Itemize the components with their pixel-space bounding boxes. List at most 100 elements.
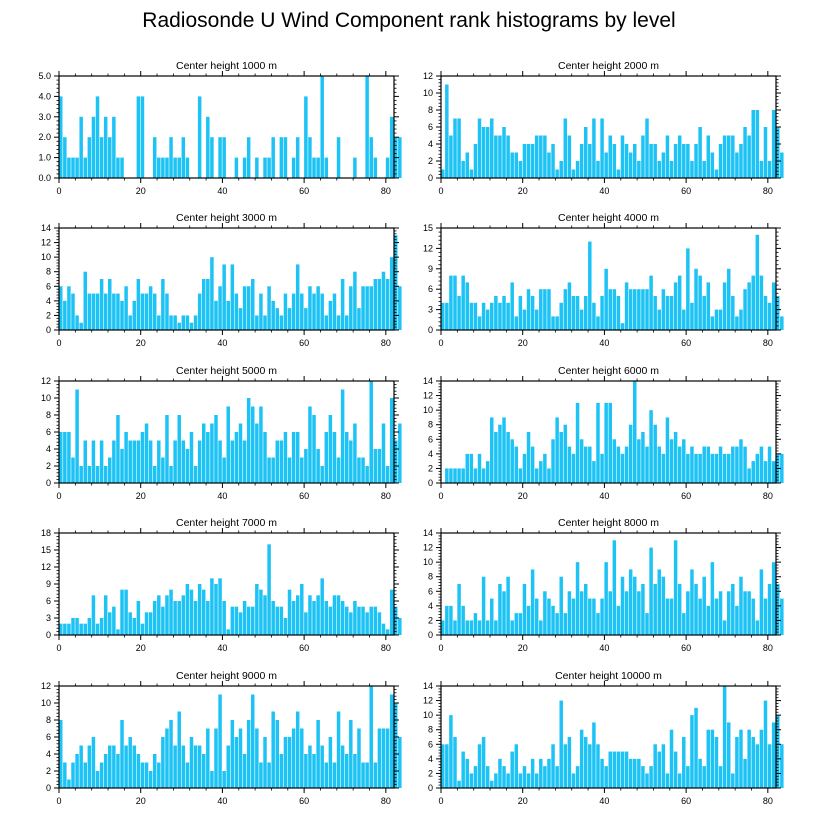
x-tick-label: 40: [599, 796, 609, 806]
y-tick-label: 4.0: [38, 91, 51, 101]
bar: [461, 275, 465, 330]
bar: [633, 576, 637, 635]
bar: [255, 157, 259, 178]
bar: [332, 762, 337, 788]
bar: [506, 302, 510, 330]
bar: [559, 700, 563, 788]
bar: [144, 612, 149, 635]
bar: [473, 468, 478, 483]
bar: [551, 605, 555, 635]
bar: [275, 440, 280, 483]
bar: [530, 446, 535, 483]
bar: [702, 766, 706, 788]
bar: [506, 773, 510, 788]
x-tick-label: 60: [299, 796, 309, 806]
bar: [449, 275, 453, 330]
bar: [136, 440, 141, 483]
bar: [710, 453, 715, 483]
bar: [571, 453, 576, 483]
bar: [608, 289, 612, 330]
bar: [534, 598, 539, 635]
bar: [148, 440, 153, 483]
bar: [279, 606, 284, 635]
plot-frame: [58, 75, 395, 179]
bar: [596, 161, 600, 178]
bar: [624, 446, 629, 483]
bar: [653, 744, 657, 788]
bar: [263, 157, 267, 178]
bar: [600, 118, 604, 178]
bar: [677, 135, 682, 178]
bar: [657, 569, 662, 635]
bar: [747, 135, 751, 178]
bar: [588, 598, 592, 635]
bar: [702, 296, 706, 330]
bar: [279, 315, 284, 330]
bar: [731, 135, 735, 178]
bar: [453, 118, 457, 178]
y-tick-label: 12: [423, 543, 433, 553]
bar: [136, 754, 141, 788]
bar: [522, 144, 527, 178]
bar: [95, 293, 100, 330]
bar: [226, 745, 230, 788]
y-tick-label: 2: [46, 461, 51, 471]
bar: [381, 423, 386, 483]
bar: [706, 282, 711, 330]
plot-frame: [440, 227, 777, 331]
bar: [161, 279, 165, 330]
bar: [132, 618, 137, 635]
bar: [551, 439, 555, 483]
bar: [381, 623, 386, 635]
bar: [718, 144, 723, 178]
x-tick-label: 80: [381, 338, 391, 348]
bar: [234, 432, 239, 483]
x-tick-label: 60: [299, 338, 309, 348]
bar: [312, 157, 316, 178]
bar: [604, 562, 608, 635]
bar: [453, 737, 457, 788]
bar: [514, 744, 519, 788]
bar: [637, 289, 641, 330]
bar: [103, 466, 108, 483]
bar: [140, 96, 145, 178]
bar: [551, 744, 555, 788]
bar: [510, 620, 514, 635]
bar: [702, 161, 706, 178]
bar: [596, 744, 600, 788]
bar: [592, 302, 596, 330]
plot-frame: [440, 685, 777, 789]
bar: [718, 309, 723, 330]
bar: [751, 598, 755, 635]
bar: [579, 591, 584, 635]
bar: [690, 161, 694, 178]
bar: [588, 144, 592, 178]
bar: [398, 137, 402, 178]
bar: [389, 116, 394, 178]
bar: [726, 135, 731, 178]
bar: [152, 293, 157, 330]
bar: [465, 282, 469, 330]
bar: [620, 323, 625, 330]
x-tick-label: 0: [56, 338, 61, 348]
bar: [353, 601, 357, 635]
bar: [514, 446, 519, 483]
bar: [600, 453, 604, 483]
bar: [604, 268, 608, 330]
bar: [637, 758, 641, 788]
bar: [246, 606, 251, 635]
panel-title: Center height 7000 m: [176, 517, 277, 529]
bar: [547, 152, 551, 178]
bar: [242, 286, 247, 330]
bar: [230, 720, 235, 788]
bar: [457, 118, 461, 178]
bar: [465, 758, 469, 788]
bar: [677, 446, 682, 483]
bar: [226, 406, 230, 483]
bar: [87, 618, 92, 635]
bar: [567, 446, 572, 483]
bar: [677, 275, 682, 330]
bar: [136, 279, 141, 330]
bar: [771, 722, 776, 788]
bar: [320, 745, 324, 788]
